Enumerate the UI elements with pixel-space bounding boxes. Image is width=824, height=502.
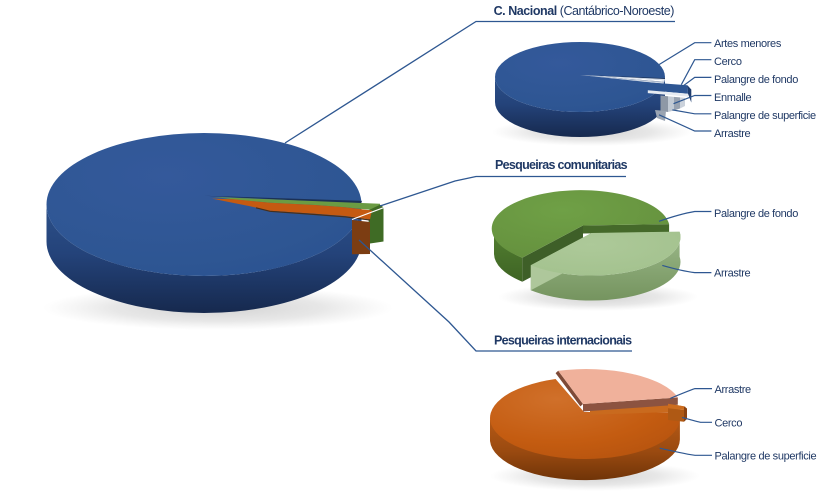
svg-text:Artes menores: Artes menores — [714, 38, 782, 50]
svg-text:Cerco: Cerco — [715, 418, 743, 430]
svg-text:Palangre de superficie: Palangre de superficie — [715, 451, 817, 463]
svg-text:Pesqueiras comunitarias: Pesqueiras comunitarias — [495, 158, 628, 172]
svg-text:Arrastre: Arrastre — [714, 128, 751, 140]
svg-text:Arrastre: Arrastre — [715, 384, 752, 396]
svg-text:Pesqueiras internacionais: Pesqueiras internacionais — [494, 334, 632, 348]
svg-text:Cerco: Cerco — [714, 56, 742, 68]
svg-text:Palangre de fondo: Palangre de fondo — [714, 74, 798, 86]
svg-text:Palangre de fondo: Palangre de fondo — [714, 208, 798, 220]
svg-text:Arrastre: Arrastre — [714, 268, 751, 280]
svg-text:Palangre de superficie: Palangre de superficie — [714, 110, 816, 122]
svg-text:Enmalle: Enmalle — [714, 92, 752, 104]
svg-text:C. Nacional (Cantábrico-Noroes: C. Nacional (Cantábrico-Noroeste) — [494, 4, 675, 18]
